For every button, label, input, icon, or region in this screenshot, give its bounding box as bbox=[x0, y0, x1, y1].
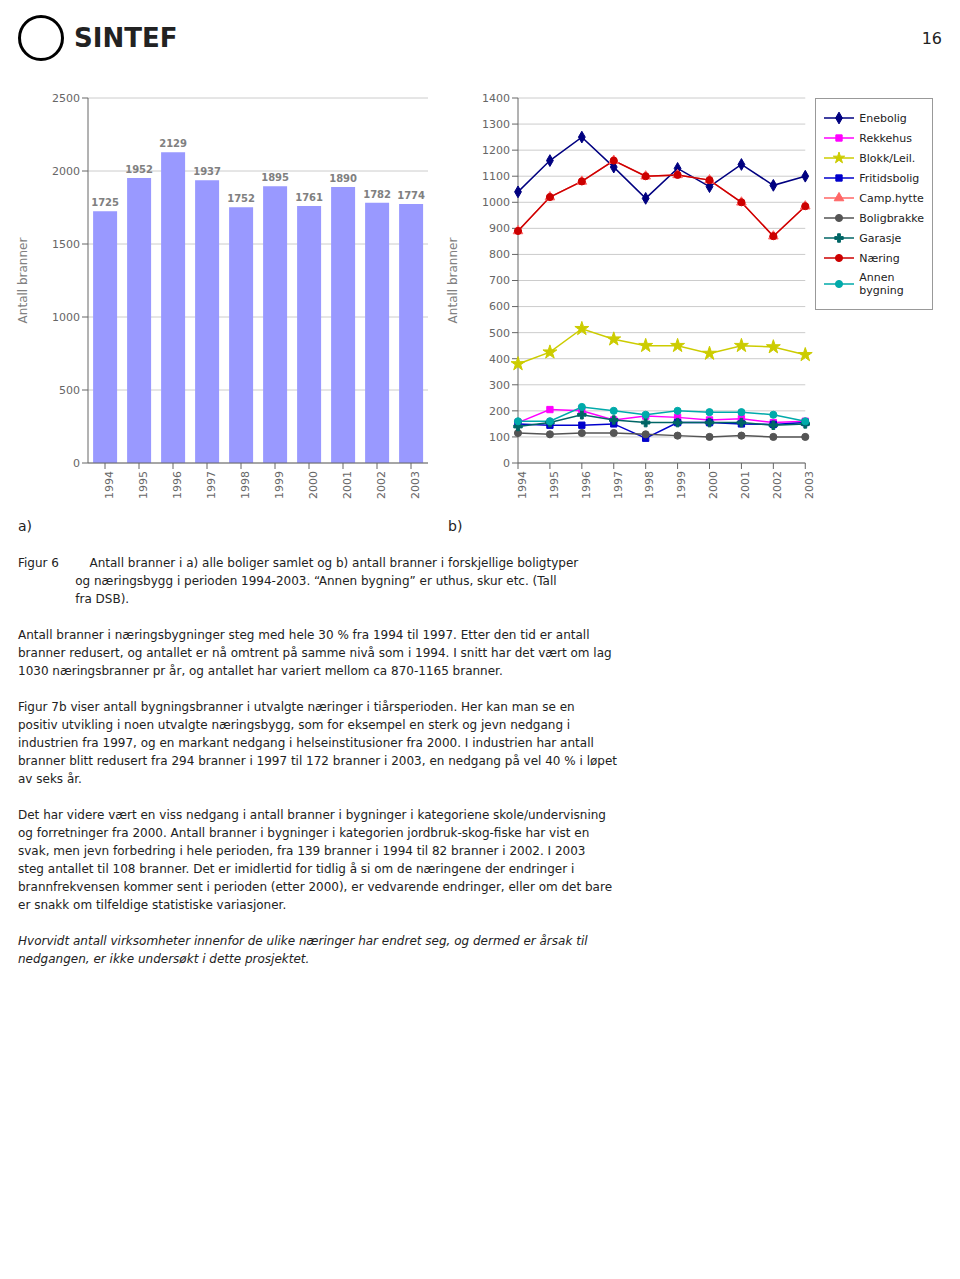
html-text:Annen bygning: Annen bygning bbox=[859, 271, 904, 297]
svg-text:2001: 2001 bbox=[341, 471, 354, 499]
svg-text:2002: 2002 bbox=[375, 471, 388, 499]
svg-text:2003: 2003 bbox=[803, 471, 816, 499]
svg-text:900: 900 bbox=[489, 222, 510, 235]
svg-text:1997: 1997 bbox=[205, 471, 218, 499]
svg-text:1937: 1937 bbox=[193, 166, 221, 177]
html-text:Næring: Næring bbox=[859, 251, 900, 265]
svg-text:1994: 1994 bbox=[103, 471, 116, 499]
svg-text:1952: 1952 bbox=[125, 164, 153, 175]
svg-text:1752: 1752 bbox=[227, 193, 255, 204]
svg-text:2002: 2002 bbox=[771, 471, 784, 499]
html-text:Det har videre vært en viss ne: Det har videre vært en viss nedgang i an… bbox=[18, 808, 612, 912]
html-text:SINTEF: SINTEF bbox=[74, 23, 178, 53]
svg-text:2129: 2129 bbox=[159, 138, 187, 149]
svg-text:1500: 1500 bbox=[52, 238, 80, 251]
svg-text:1997: 1997 bbox=[612, 471, 625, 499]
svg-text:2001: 2001 bbox=[739, 471, 752, 499]
html-text:16: 16 bbox=[921, 28, 942, 48]
svg-text:Antall branner: Antall branner bbox=[446, 238, 460, 324]
svg-text:1995: 1995 bbox=[137, 471, 150, 499]
svg-text:400: 400 bbox=[489, 353, 510, 366]
svg-text:200: 200 bbox=[489, 405, 510, 418]
svg-text:1774: 1774 bbox=[397, 190, 425, 201]
svg-text:2500: 2500 bbox=[52, 92, 80, 105]
svg-text:500: 500 bbox=[489, 327, 510, 340]
html-text:Figur 7b viser antall bygnings: Figur 7b viser antall bygningsbranner i … bbox=[18, 700, 617, 786]
svg-text:1761: 1761 bbox=[295, 192, 323, 203]
html-text:Camp.hytte: Camp.hytte bbox=[859, 191, 924, 205]
svg-text:1000: 1000 bbox=[482, 196, 510, 209]
html-text:b): b) bbox=[448, 518, 463, 534]
svg-text:1994: 1994 bbox=[516, 471, 529, 499]
svg-text:2000: 2000 bbox=[52, 165, 80, 178]
svg-text:1000: 1000 bbox=[52, 311, 80, 324]
svg-text:1895: 1895 bbox=[261, 172, 289, 183]
html-text:Antall branner i næringsbygnin: Antall branner i næringsbygninger steg m… bbox=[18, 628, 612, 678]
svg-text:1725: 1725 bbox=[91, 197, 119, 208]
svg-text:1100: 1100 bbox=[482, 170, 510, 183]
svg-text:1890: 1890 bbox=[329, 173, 357, 184]
svg-text:Antall branner: Antall branner bbox=[16, 238, 30, 324]
html-text:a): a) bbox=[18, 518, 32, 534]
svg-text:1400: 1400 bbox=[482, 92, 510, 105]
svg-text:1200: 1200 bbox=[482, 144, 510, 157]
svg-text:300: 300 bbox=[489, 379, 510, 392]
svg-text:1300: 1300 bbox=[482, 118, 510, 131]
svg-text:1998: 1998 bbox=[239, 471, 252, 499]
svg-text:2000: 2000 bbox=[307, 471, 320, 499]
html-text:Rekkehus: Rekkehus bbox=[859, 131, 912, 145]
svg-text:1996: 1996 bbox=[171, 471, 184, 499]
svg-text:2000: 2000 bbox=[707, 471, 720, 499]
svg-text:1996: 1996 bbox=[580, 471, 593, 499]
svg-text:500: 500 bbox=[59, 384, 80, 397]
svg-text:100: 100 bbox=[489, 431, 510, 444]
html-text:Fritidsbolig: Fritidsbolig bbox=[859, 171, 920, 185]
html-text:Figur 6 Antall branner i a) al: Figur 6 Antall branner i a) alle boliger… bbox=[18, 556, 579, 606]
html-text:Blokk/Leil.: Blokk/Leil. bbox=[859, 151, 916, 165]
svg-text:1999: 1999 bbox=[675, 471, 688, 499]
svg-text:700: 700 bbox=[489, 274, 510, 287]
svg-text:2003: 2003 bbox=[409, 471, 422, 499]
svg-text:800: 800 bbox=[489, 248, 510, 261]
svg-text:0: 0 bbox=[503, 457, 510, 470]
html-text:Hvorvidt antall virksomheter i: Hvorvidt antall virksomheter innenfor de… bbox=[18, 934, 588, 966]
html-text:Garasje: Garasje bbox=[859, 231, 902, 245]
svg-text:0: 0 bbox=[73, 457, 80, 470]
svg-text:1998: 1998 bbox=[643, 471, 656, 499]
html-text:Boligbrakke: Boligbrakke bbox=[859, 211, 924, 225]
html-text:Enebolig: Enebolig bbox=[859, 111, 907, 125]
svg-text:600: 600 bbox=[489, 300, 510, 313]
svg-text:1782: 1782 bbox=[363, 189, 391, 200]
svg-text:1995: 1995 bbox=[548, 471, 561, 499]
svg-text:1999: 1999 bbox=[273, 471, 286, 499]
